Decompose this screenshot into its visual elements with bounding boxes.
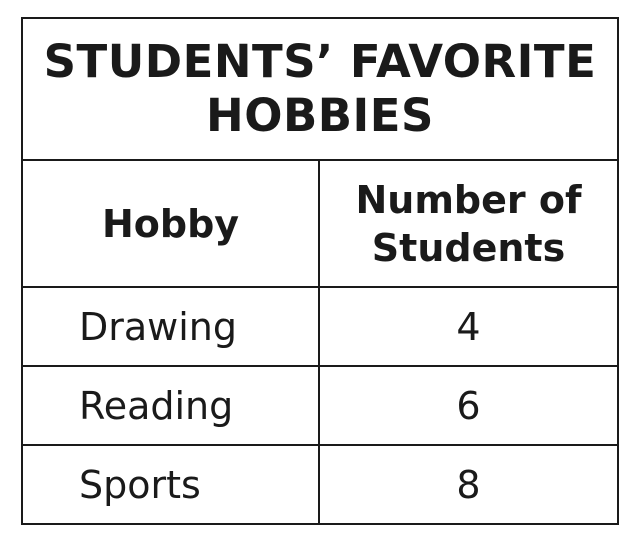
count-cell: 6	[318, 365, 619, 446]
table-title-line-1: STUDENTS’ FAVORITE	[43, 35, 597, 88]
header-number-of-students: Number of Students	[318, 159, 619, 288]
count-cell: 8	[318, 444, 619, 525]
table-row: Reading 6	[21, 365, 619, 446]
hobbies-table: STUDENTS’ FAVORITE HOBBIES Hobby Number …	[21, 17, 619, 525]
count-cell: 4	[318, 286, 619, 367]
table-row: Sports 8	[21, 444, 619, 525]
header-count-line-2: Students	[371, 225, 566, 270]
table-title: STUDENTS’ FAVORITE HOBBIES	[21, 17, 619, 161]
title-row: STUDENTS’ FAVORITE HOBBIES	[21, 17, 619, 161]
header-row: Hobby Number of Students	[21, 159, 619, 288]
table-title-line-2: HOBBIES	[206, 89, 434, 142]
header-hobby: Hobby	[21, 159, 320, 288]
hobby-cell: Reading	[21, 365, 320, 446]
table-row: Drawing 4	[21, 286, 619, 367]
hobby-cell: Drawing	[21, 286, 320, 367]
header-count-line-1: Number of	[355, 177, 582, 222]
hobby-cell: Sports	[21, 444, 320, 525]
